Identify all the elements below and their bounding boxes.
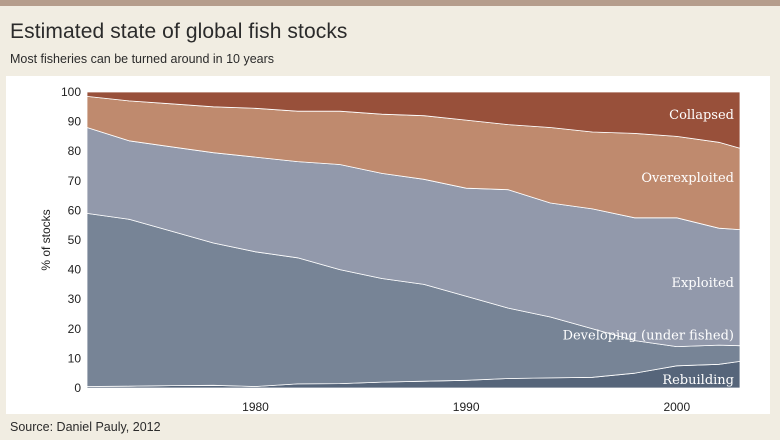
- y-tick-label: 30: [68, 292, 82, 306]
- x-tick-labels: 1980 1990 2000: [242, 400, 690, 414]
- y-tick-label: 20: [68, 322, 82, 336]
- page-subtitle: Most fisheries can be turned around in 1…: [10, 52, 275, 66]
- y-tick-label: 0: [74, 381, 81, 395]
- x-tick-label: 1980: [242, 400, 269, 414]
- x-tick-label: 1990: [453, 400, 480, 414]
- x-tick-label: 2000: [663, 400, 690, 414]
- source-note: Source: Daniel Pauly, 2012: [10, 420, 161, 434]
- y-tick-label: 100: [61, 85, 81, 99]
- area-label-developing-under-fished: Developing (under fished): [563, 329, 734, 344]
- chart-panel: 0 10 20 30 40 50 60 70 80 90 100 1980 1990 2000 Rebu…: [6, 76, 770, 414]
- area-label-exploited: Exploited: [671, 276, 734, 291]
- y-tick-label: 10: [68, 351, 82, 365]
- area-collapsed: [86, 91, 741, 149]
- y-tick-label: 40: [68, 263, 82, 277]
- y-tick-label: 60: [68, 203, 82, 217]
- y-tick-label: 80: [68, 144, 82, 158]
- stacked-area-chart: 0 10 20 30 40 50 60 70 80 90 100 1980 1990 2000 Rebu…: [39, 85, 741, 414]
- area-label-collapsed: Collapsed: [669, 108, 734, 123]
- y-tick-label: 70: [68, 174, 82, 188]
- area-labels: Rebuilding Developing (under fished) Explo…: [563, 108, 734, 388]
- y-tick-label: 50: [68, 233, 82, 247]
- area-layer: [86, 91, 741, 389]
- top-rule: [0, 0, 780, 6]
- y-axis-title: % of stocks: [39, 209, 53, 270]
- y-tick-label: 90: [68, 115, 82, 129]
- area-label-rebuilding: Rebuilding: [662, 373, 734, 388]
- page-title: Estimated state of global fish stocks: [10, 20, 348, 43]
- y-tick-labels: 0 10 20 30 40 50 60 70 80 90 100: [61, 85, 81, 395]
- area-label-overexploited: Overexploited: [641, 171, 734, 186]
